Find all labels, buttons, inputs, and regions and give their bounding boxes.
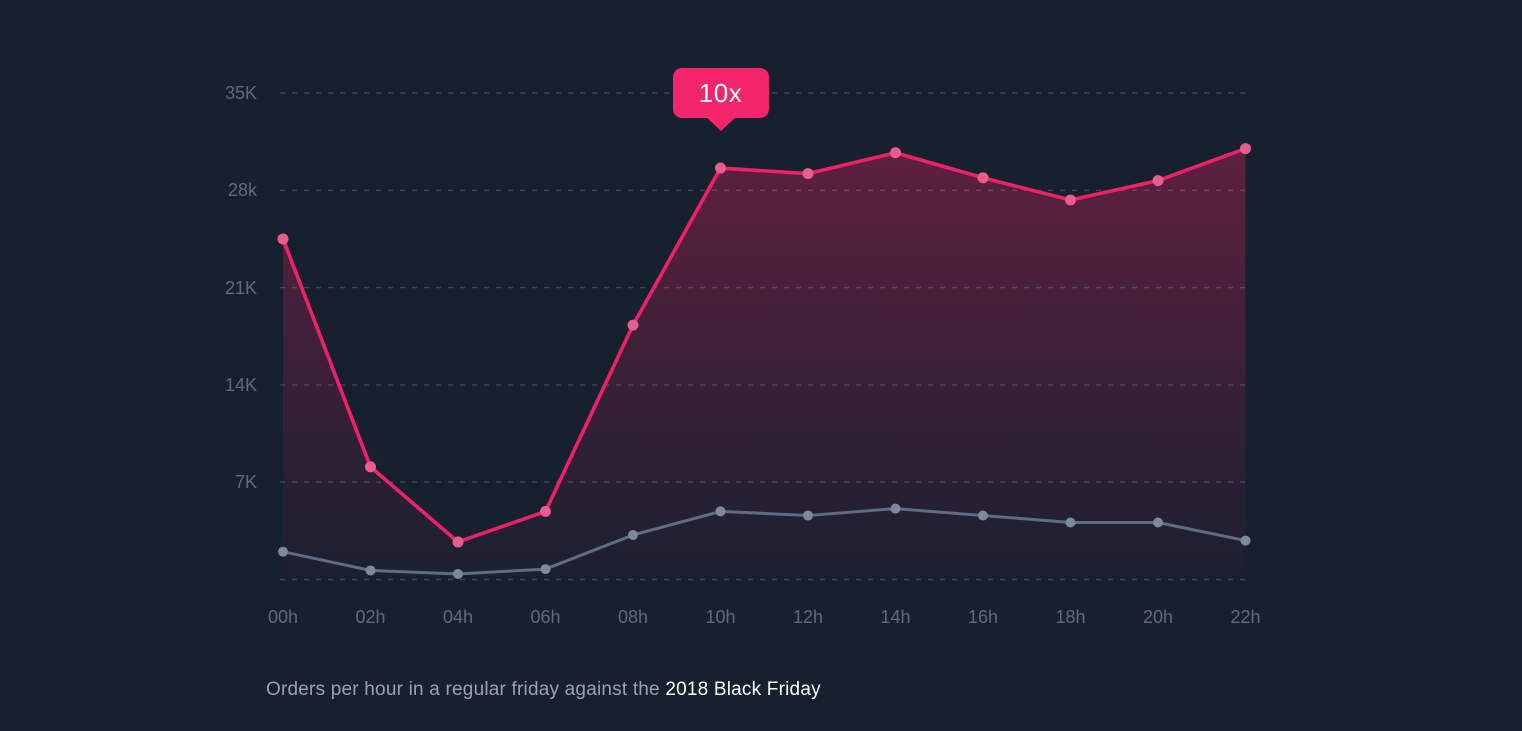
regular-friday-point-20h <box>1153 517 1163 528</box>
annotation-label: 10x <box>698 77 743 108</box>
black-friday-2018-point-20h <box>1152 175 1164 187</box>
regular-friday-point-12h <box>803 510 813 521</box>
y-tick-label: 28k <box>227 180 257 201</box>
regular-friday-point-02h <box>365 565 376 576</box>
black-friday-2018-point-06h <box>540 505 551 517</box>
x-tick-label: 04h <box>442 607 474 627</box>
x-tick-label: 02h <box>355 607 386 627</box>
black-friday-2018-point-10h <box>715 162 726 174</box>
black-friday-2018-point-08h <box>627 319 639 331</box>
x-tick-label: 12h <box>792 607 824 627</box>
annotation-badge-tail <box>705 117 736 131</box>
annotation-badge: 10x <box>672 68 769 131</box>
x-tick-label: 18h <box>1055 607 1086 627</box>
regular-friday-point-18h <box>1065 517 1076 528</box>
x-tick-label: 08h <box>617 607 649 627</box>
x-tick-label: 22h <box>1230 607 1261 627</box>
y-tick-label: 14K <box>224 374 257 395</box>
chart-caption: Orders per hour in a regular friday agai… <box>266 677 821 703</box>
black-friday-2018-point-14h <box>890 147 901 159</box>
black-friday-2018-point-12h <box>802 168 814 180</box>
caption-text: Orders per hour in a regular friday agai… <box>266 679 666 700</box>
x-tick-label: 16h <box>967 607 999 627</box>
regular-friday-point-16h <box>978 510 988 521</box>
x-tick-label: 20h <box>1142 607 1174 627</box>
regular-friday-point-08h <box>628 530 638 541</box>
regular-friday-point-10h <box>715 506 726 517</box>
x-tick-label: 14h <box>880 607 911 627</box>
black-friday-2018-point-00h <box>277 233 289 245</box>
black-friday-2018-area-fill <box>283 148 1246 580</box>
black-friday-2018-point-18h <box>1065 194 1076 206</box>
y-tick-label: 35K <box>224 83 257 103</box>
black-friday-2018-line <box>281 146 1248 544</box>
regular-friday-point-06h <box>540 564 551 575</box>
y-tick-label: 7K <box>234 472 257 493</box>
x-tick-label: 00h <box>267 607 299 627</box>
x-tick-label: 06h <box>530 607 561 627</box>
regular-friday-point-22h <box>1240 535 1251 546</box>
caption-highlight: 2018 Black Friday <box>665 679 821 700</box>
y-tick-label: 21K <box>224 277 257 298</box>
x-tick-label: 10h <box>705 607 736 627</box>
black-friday-2018-point-16h <box>977 172 989 184</box>
black-friday-2018-point-04h <box>452 536 464 548</box>
black-friday-2018-point-02h <box>365 461 376 473</box>
regular-friday-point-00h <box>278 546 288 557</box>
regular-friday-point-04h <box>453 568 463 579</box>
black-friday-2018-point-22h <box>1240 143 1251 155</box>
regular-friday-point-14h <box>890 503 901 514</box>
regular-friday-line <box>281 507 1247 576</box>
